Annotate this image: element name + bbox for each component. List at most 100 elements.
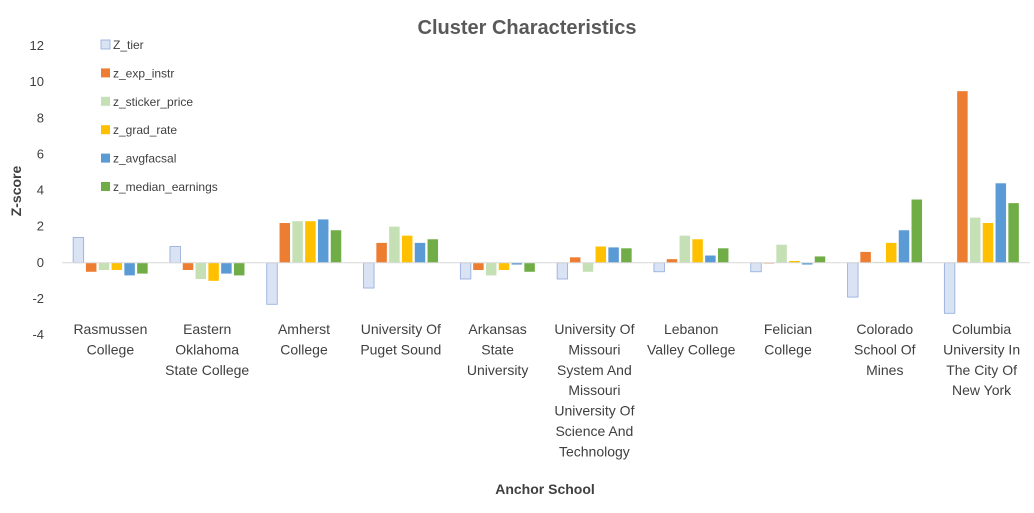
legend-label: z_grad_rate [113,123,177,137]
y-tick-label: 4 [37,183,44,198]
category-label: Eastern [183,321,231,337]
category-label: University Of [361,321,441,337]
bar [814,256,826,263]
bar [969,217,981,263]
category-label: Rasmussen [73,321,147,337]
bar [124,262,135,276]
y-tick-label: 2 [37,219,44,234]
bar [208,262,219,281]
bar [317,219,329,263]
bar [111,262,123,270]
bar [569,257,581,263]
bar [85,262,97,272]
category-labels: Rasmussen College Eastern Oklahoma State Col… [73,321,1020,459]
category-label: College [280,341,328,357]
category-label: Felician [764,321,812,337]
y-axis-ticks: -4 -2 0 2 4 6 8 10 12 [30,38,44,342]
category-label: State [481,341,514,357]
bar [582,262,594,272]
legend-swatch [101,96,110,106]
category-label: System And [557,362,632,378]
legend-swatch [100,39,111,50]
bar [169,246,181,264]
legend: Z_tier z_exp_instr z_sticker_price z_grad_r… [100,38,218,194]
bar [427,239,439,263]
y-tick-label: 0 [37,255,44,270]
category-label: Oklahoma [175,341,239,357]
y-tick-label: -4 [32,327,44,342]
bar [666,259,678,263]
category-label: College [764,341,812,357]
bar [182,262,194,270]
bar [776,244,787,263]
category-label: The City Of [946,362,1017,378]
legend-swatch [101,182,110,191]
category-label: Lebanon [664,321,719,337]
bar [621,248,632,263]
bar [401,235,413,263]
bar [98,262,110,270]
bar [305,221,316,263]
category-label: State College [165,362,249,378]
legend-label: Z_tier [113,38,144,52]
bar [376,242,387,263]
bar [1008,203,1019,263]
bar [266,262,278,305]
category-label: Mines [866,362,903,378]
category-label: Technology [559,443,630,459]
legend-label: z_avgfacsal [113,152,176,166]
category-label: University [467,362,528,378]
bar [72,237,85,264]
category-label: New York [952,382,1012,398]
bar [789,260,800,263]
bar [717,248,729,263]
category-label: Puget Sound [360,341,441,357]
bar [911,199,923,263]
category-label: Missouri [568,382,620,398]
bar [511,262,523,265]
bar [485,262,497,276]
bar [847,262,859,298]
bar [705,255,716,263]
bar [750,262,762,273]
bar [595,246,607,263]
bar [414,242,426,263]
y-tick-label: -2 [32,291,44,306]
bar [943,262,956,314]
y-tick-label: 8 [37,110,44,125]
bar [459,262,472,280]
bar [389,226,400,263]
category-label: University Of [554,403,634,419]
legend-label: z_median_earnings [113,180,218,194]
legend-swatch [101,68,110,78]
category-label: Amherst [278,321,330,337]
bar [801,262,813,265]
bar [363,262,375,289]
bar [279,223,291,263]
bar [653,262,665,273]
y-tick-label: 6 [37,146,44,161]
category-label: University Of [554,321,634,337]
bar [556,262,569,280]
bar [292,221,303,263]
x-axis-title: Anchor School [495,481,595,497]
y-axis-title: Z-score [8,166,24,217]
y-tick-label: 10 [30,74,44,89]
bar [330,230,342,263]
bar [608,247,619,263]
category-label: University In [943,341,1020,357]
bars [72,91,1019,314]
category-label: Arkansas [468,321,526,337]
bar [692,239,703,263]
bar [679,235,691,263]
legend-swatch [101,153,110,163]
legend-label: z_exp_instr [113,66,174,80]
category-label: College [87,341,135,357]
category-label: Colorado [856,321,913,337]
bar [982,223,994,263]
chart-title: Cluster Characteristics [418,17,637,39]
bar [137,262,148,274]
bar [473,262,484,270]
